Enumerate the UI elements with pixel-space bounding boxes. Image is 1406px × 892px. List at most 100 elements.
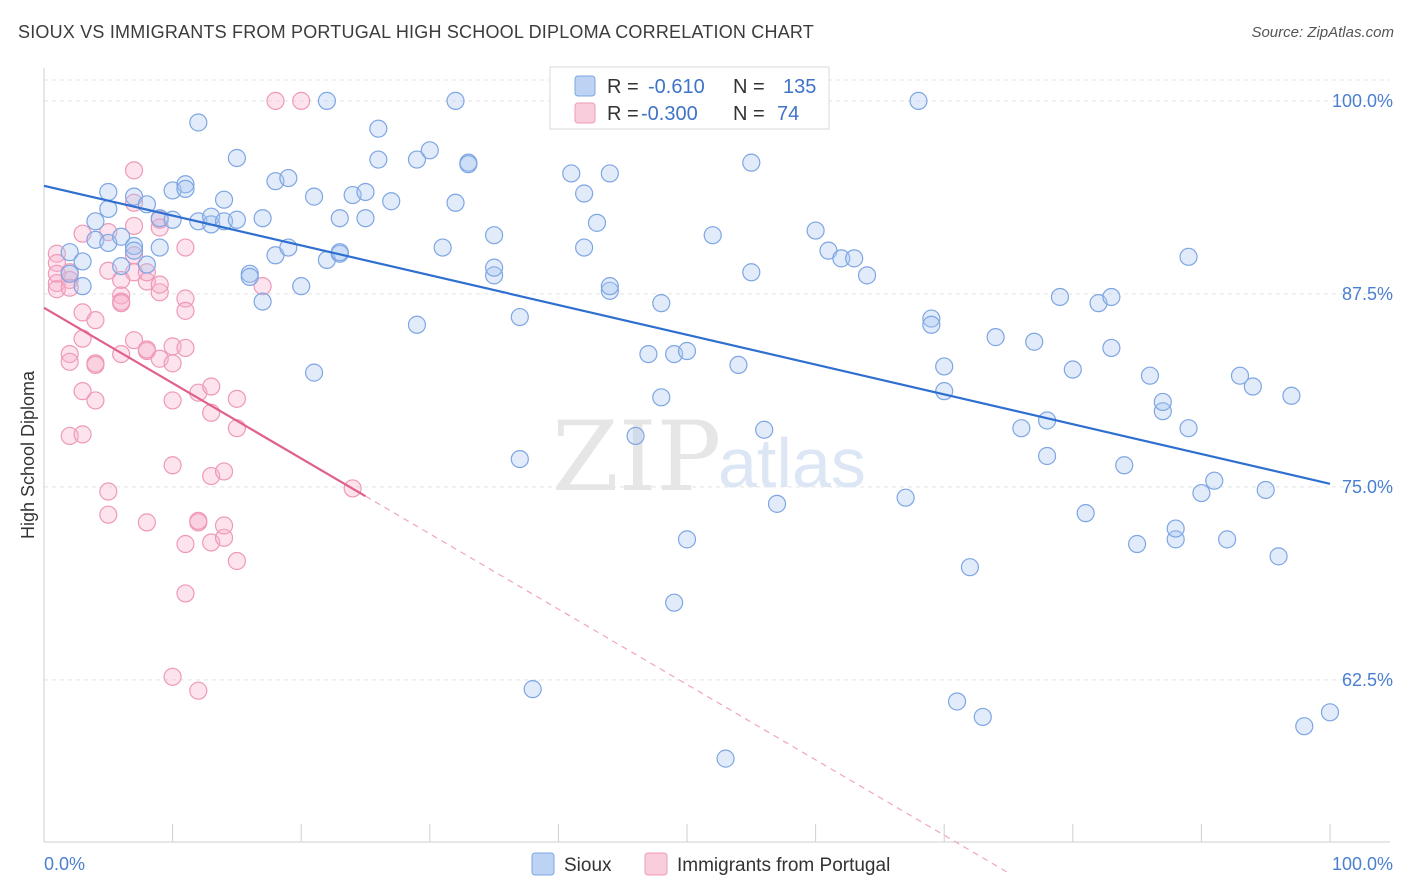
sioux-point	[176, 179, 195, 198]
y-tick-label: 100.0%	[1332, 91, 1393, 111]
sioux-point	[1025, 332, 1044, 351]
sioux-point	[433, 238, 452, 257]
bottom-legend-swatch-sioux	[531, 852, 555, 876]
x-tick-label: 100.0%	[1332, 854, 1393, 874]
sioux-point	[304, 363, 324, 382]
sioux-point	[240, 267, 259, 286]
sioux-point	[356, 209, 375, 228]
sioux-point	[935, 357, 954, 376]
y-tick-label: 62.5%	[1342, 670, 1393, 690]
sioux-point	[420, 141, 439, 160]
sioux-point	[935, 382, 954, 401]
legend-n-value-2: 74	[777, 103, 799, 125]
sioux-point	[1102, 287, 1121, 307]
sioux-point	[60, 264, 79, 283]
sioux-point	[960, 558, 980, 577]
sioux-point	[253, 292, 272, 311]
sioux-point	[1320, 703, 1340, 722]
sioux-point	[1230, 366, 1250, 385]
y-tick-label: 87.5%	[1342, 284, 1393, 304]
sioux-point	[1076, 504, 1095, 523]
y-axis-title: High School Diploma	[18, 370, 38, 539]
sioux-trend-line	[43, 184, 1331, 485]
sioux-point	[832, 249, 851, 268]
portugal-point	[124, 216, 144, 236]
sioux-point	[639, 344, 658, 364]
series-legend: Sioux Immigrants from Portugal	[531, 852, 890, 876]
sioux-point	[677, 341, 697, 361]
sioux-point	[1179, 419, 1198, 438]
sioux-point	[703, 226, 722, 245]
portugal-point	[176, 534, 195, 554]
sioux-point	[1192, 483, 1211, 503]
tick-labels: 62.5% 75.0% 87.5% 100.0% 0.0% 100.0%	[44, 91, 1393, 874]
sioux-point	[1050, 287, 1070, 307]
chart-title: SIOUX VS IMMIGRANTS FROM PORTUGAL HIGH S…	[18, 22, 814, 42]
sioux-point	[523, 680, 542, 699]
sioux-point	[112, 227, 131, 246]
watermark-atlas: atlas	[718, 424, 866, 502]
sioux-point	[189, 113, 208, 132]
sioux-point	[677, 530, 697, 549]
sioux-point	[1295, 717, 1314, 736]
sioux-point	[382, 192, 401, 211]
sioux-point	[369, 119, 388, 138]
sioux-point	[292, 277, 311, 296]
portugal-point	[137, 263, 156, 282]
sioux-point	[845, 249, 864, 268]
sioux-point	[1140, 366, 1160, 385]
portugal-point	[163, 391, 182, 410]
portugal-point	[176, 238, 195, 257]
portugal-point	[137, 513, 156, 532]
sioux-point	[742, 263, 761, 282]
sioux-point	[485, 226, 504, 245]
sioux-point	[1282, 386, 1301, 405]
sioux-point	[510, 449, 529, 469]
sioux-point	[1012, 419, 1031, 438]
sioux-point	[1127, 534, 1147, 554]
trend-lines	[43, 184, 1331, 874]
sioux-point	[1243, 377, 1262, 396]
portugal-trend-line	[43, 306, 367, 498]
portugal-point	[112, 294, 131, 313]
sioux-point	[1256, 480, 1275, 500]
portugal-point	[60, 344, 79, 364]
sioux-point	[459, 155, 478, 174]
sioux-point	[652, 388, 671, 407]
legend-r-value-1: -0.610	[648, 76, 705, 98]
watermark-zip: ZIP	[552, 401, 721, 513]
sioux-point	[227, 148, 246, 168]
sioux-point	[562, 164, 581, 183]
portugal-point	[124, 331, 144, 350]
sioux-point	[446, 91, 465, 110]
portugal-point	[189, 511, 208, 530]
portugal-point	[227, 389, 246, 408]
sioux-point	[407, 315, 427, 334]
axes	[43, 68, 1390, 843]
portugal-point	[189, 681, 208, 700]
sioux-point	[600, 281, 619, 300]
sioux-point	[716, 749, 735, 768]
legend-r-label-1: R =	[607, 76, 639, 98]
sioux-point	[317, 91, 337, 110]
y-tick-label: 75.0%	[1342, 477, 1393, 497]
portugal-point	[99, 505, 118, 524]
portugal-point	[214, 528, 234, 547]
portugal-point	[99, 482, 118, 501]
sioux-point	[1037, 446, 1057, 466]
sioux-point	[909, 91, 928, 110]
sioux-point	[1115, 456, 1134, 475]
legend-swatch-portugal	[574, 102, 596, 124]
portugal-point	[73, 425, 92, 444]
sioux-point	[60, 243, 79, 262]
sioux-point	[124, 236, 144, 256]
sioux-point	[755, 420, 774, 439]
portugal-point	[202, 377, 221, 396]
sioux-point	[369, 150, 388, 169]
sioux-point	[806, 221, 825, 240]
legend-n-label-1: N =	[733, 76, 765, 98]
legend-n-label-2: N =	[733, 103, 765, 125]
portugal-point	[163, 667, 182, 686]
sioux-point	[742, 153, 761, 172]
legend-r-label-2: R =	[607, 103, 639, 125]
